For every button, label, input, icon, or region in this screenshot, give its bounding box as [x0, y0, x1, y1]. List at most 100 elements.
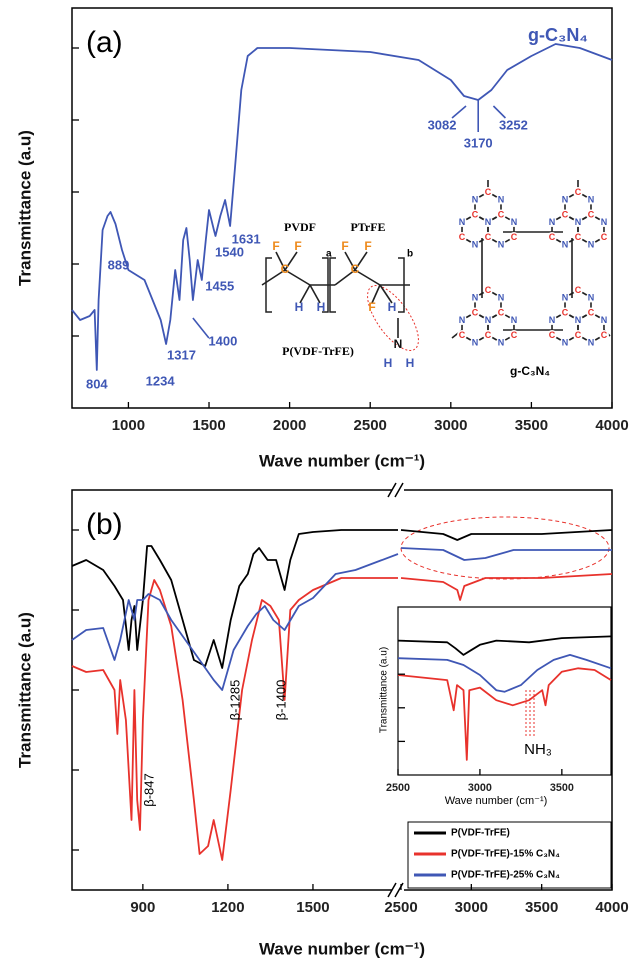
inset-annotation: NH₃	[524, 741, 552, 758]
x-tick-label: 1200	[211, 899, 244, 916]
atom-bg	[483, 217, 493, 227]
x-tick-label: 3000	[434, 417, 467, 434]
atom-label: F	[341, 239, 348, 253]
atom-bg	[560, 337, 571, 348]
atom-label: N	[588, 194, 595, 204]
atom-bg	[547, 330, 558, 340]
bond	[379, 284, 393, 304]
bond	[354, 269, 381, 286]
atom-label: N	[562, 194, 569, 204]
atom-bg	[598, 217, 609, 227]
x-tick-label: 2500	[386, 782, 410, 794]
atom-label: N	[549, 315, 556, 325]
atom-label: C	[511, 232, 518, 242]
x-tick-label: 3000	[468, 782, 492, 794]
interaction-ellipse	[367, 285, 419, 351]
atom-label: C	[498, 209, 505, 219]
atom-bg	[560, 209, 571, 220]
spectrum-line	[71, 573, 613, 861]
spectrum-line	[71, 43, 613, 371]
atom-bg	[457, 315, 468, 325]
x-tick-label: 4000	[595, 417, 628, 434]
structure-label: P(VDF-TrFE)	[282, 344, 354, 358]
peak-label: 1631	[232, 231, 261, 246]
peak-annotation: β-1400	[273, 680, 288, 721]
structure-label: PVDF	[284, 220, 316, 234]
atom-label: C	[601, 232, 608, 242]
atom-label: F	[294, 239, 301, 253]
atom-label: N	[562, 239, 569, 249]
bond	[371, 284, 381, 304]
highlight-ellipse	[400, 516, 610, 580]
atom-bg	[470, 292, 481, 303]
atom-label: N	[511, 217, 518, 227]
atom-label: C	[562, 307, 569, 317]
atom-bg	[470, 209, 481, 220]
atom-bg	[483, 187, 493, 197]
atom-bg	[470, 307, 481, 318]
atom-label: N	[549, 217, 556, 227]
series-label: g-C₃N₄	[528, 25, 588, 45]
panel-a-frame	[71, 7, 613, 409]
x-tick-label: 3500	[550, 782, 574, 794]
atom-bg	[470, 337, 481, 348]
atom-label: N	[485, 315, 492, 325]
atom-label: N	[588, 337, 595, 347]
atom-label: H	[384, 356, 393, 370]
atom-bg	[573, 315, 583, 325]
bond	[309, 284, 321, 304]
atom-bg	[457, 232, 468, 242]
atom-label: H	[406, 356, 415, 370]
atom-label: H	[295, 300, 304, 314]
atom-bg	[483, 315, 493, 325]
atom-label: N	[498, 194, 505, 204]
legend-box	[407, 821, 612, 889]
bond	[344, 251, 356, 271]
atom-bg	[585, 292, 596, 303]
atom-label: N	[562, 337, 569, 347]
atom-label: N	[588, 239, 595, 249]
atom-label: C	[485, 285, 492, 295]
x-tick-label: 1500	[192, 417, 225, 434]
atom-label: N	[498, 292, 505, 302]
atom-label: C	[472, 307, 479, 317]
peak-label: 3082	[428, 117, 457, 132]
atom-label: C	[511, 330, 518, 340]
peak-label: 3252	[499, 117, 528, 132]
structure-label: b	[407, 249, 413, 260]
atom-label: C	[575, 187, 582, 197]
atom-bg	[495, 194, 506, 205]
atom-bg	[547, 232, 558, 242]
x-tick-label: 1500	[296, 899, 329, 916]
atom-label: C	[588, 209, 595, 219]
atom-label: C	[575, 285, 582, 295]
atom-label: C	[485, 187, 492, 197]
atom-bg	[560, 239, 571, 250]
atom-label: N	[511, 315, 518, 325]
atom-bg	[495, 337, 506, 348]
peak-label: 1540	[215, 244, 244, 259]
atom-label: C	[575, 330, 582, 340]
atom-bg	[560, 292, 571, 303]
atom-label: N	[575, 315, 582, 325]
peak-annotation: β-1285	[227, 680, 242, 721]
spectrum-line	[71, 547, 612, 691]
atom-bg	[495, 209, 506, 220]
spectrum-line	[71, 529, 613, 669]
atom-bg	[508, 232, 519, 242]
peak-label: 889	[108, 257, 130, 272]
atom-bg	[547, 217, 558, 227]
legend-label: P(VDF-TrFE)-25% C₃N₄	[451, 870, 560, 881]
atom-label: C	[281, 262, 290, 276]
atom-label: C	[351, 262, 360, 276]
atom-bg	[547, 315, 558, 325]
bond	[354, 251, 368, 271]
bond	[299, 284, 311, 304]
legend-label: P(VDF-TrFE)-15% C₃N₄	[451, 849, 560, 860]
atom-label: N	[472, 292, 479, 302]
atom-label: N	[498, 337, 505, 347]
atom-label: N	[472, 337, 479, 347]
inset-x-title: Wave number (cm⁻¹)	[445, 795, 548, 807]
atom-label: C	[562, 209, 569, 219]
atom-label: H	[388, 300, 397, 314]
